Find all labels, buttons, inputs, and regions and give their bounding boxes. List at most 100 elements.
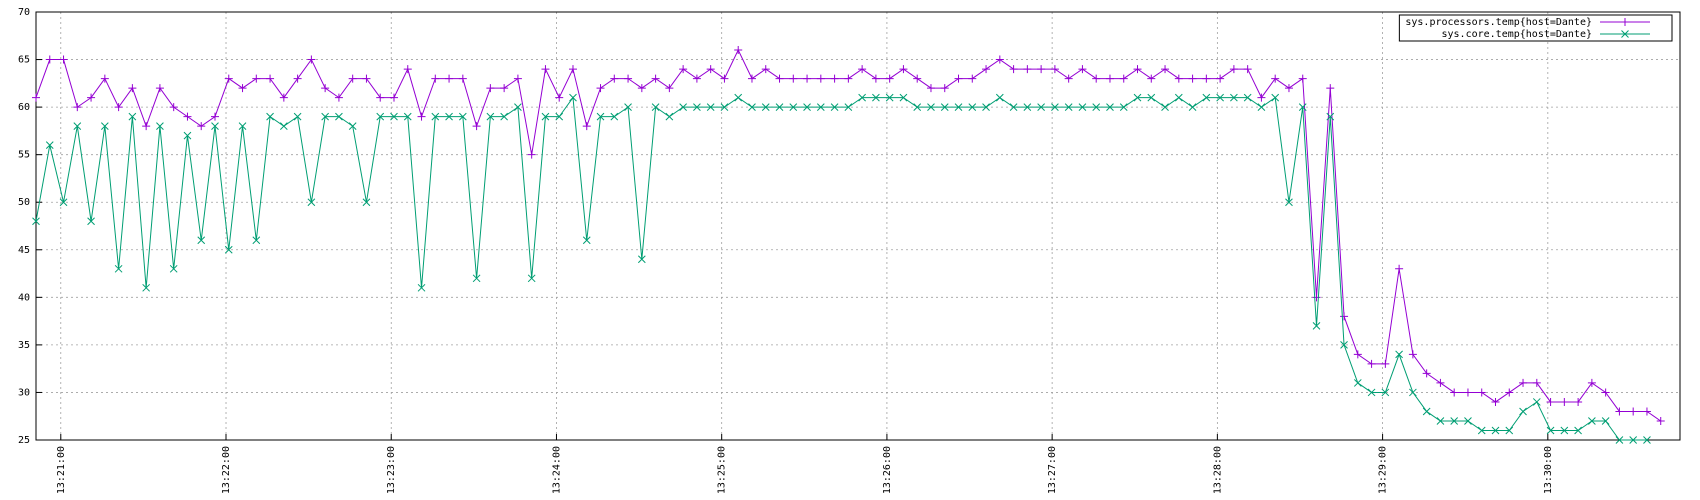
- point-marker: [211, 122, 219, 130]
- point-marker: [403, 112, 412, 121]
- point-marker: [59, 198, 68, 207]
- legend-box: [1398, 14, 1673, 42]
- point-marker: [1243, 93, 1252, 102]
- point-marker: [1326, 84, 1335, 93]
- legend-label: sys.processors.temp{host=Dante}: [1405, 17, 1592, 28]
- point-marker: [803, 103, 811, 111]
- point-marker: [1078, 65, 1087, 74]
- point-marker: [1353, 379, 1362, 387]
- point-marker: [1174, 74, 1183, 83]
- point-marker: [1147, 74, 1156, 83]
- point-marker: [1202, 74, 1211, 83]
- point-marker: [1642, 407, 1651, 416]
- point-marker: [1477, 426, 1486, 435]
- point-marker: [720, 74, 729, 83]
- point-marker: [486, 112, 495, 121]
- point-marker: [1230, 93, 1238, 102]
- point-marker: [610, 74, 619, 83]
- point-marker: [87, 93, 96, 102]
- point-marker: [982, 65, 991, 74]
- point-marker: [1037, 103, 1045, 111]
- point-marker: [500, 112, 508, 121]
- point-marker: [458, 74, 467, 83]
- point-marker: [142, 283, 151, 292]
- point-marker: [445, 112, 453, 121]
- point-marker: [830, 103, 839, 111]
- point-marker: [472, 122, 481, 131]
- point-marker: [266, 112, 274, 121]
- point-marker: [1312, 322, 1321, 330]
- point-marker: [1491, 397, 1500, 406]
- point-marker: [734, 93, 743, 102]
- point-marker: [1340, 312, 1349, 321]
- point-marker: [1051, 103, 1059, 111]
- point-marker: [706, 103, 715, 111]
- point-marker: [527, 274, 536, 283]
- point-marker: [1106, 103, 1114, 111]
- point-marker: [1298, 74, 1307, 83]
- point-marker: [1243, 65, 1252, 74]
- point-marker: [348, 74, 357, 83]
- point-marker: [858, 65, 867, 74]
- point-marker: [1519, 407, 1527, 416]
- x-tick-label: 13:25:00: [717, 446, 728, 494]
- point-marker: [734, 46, 743, 55]
- x-tick-label: 13:22:00: [221, 446, 232, 494]
- point-marker: [1367, 388, 1376, 397]
- point-marker: [1229, 65, 1238, 74]
- point-marker: [982, 103, 990, 111]
- point-marker: [1092, 74, 1101, 83]
- point-marker: [1174, 93, 1183, 102]
- point-marker: [321, 112, 329, 121]
- y-tick-label: 40: [18, 292, 30, 303]
- point-marker: [472, 274, 481, 283]
- point-marker: [940, 84, 949, 93]
- point-marker: [1621, 18, 1629, 26]
- point-marker: [816, 103, 825, 111]
- point-marker: [747, 74, 756, 83]
- point-marker: [968, 103, 977, 111]
- y-tick-label: 30: [18, 387, 30, 398]
- y-tick-label: 55: [18, 150, 30, 161]
- point-marker: [279, 93, 288, 102]
- point-marker: [1092, 103, 1101, 111]
- point-marker: [183, 131, 192, 140]
- point-marker: [376, 93, 385, 102]
- point-marker: [445, 74, 454, 83]
- point-marker: [1560, 397, 1569, 406]
- point-marker: [1326, 112, 1335, 121]
- point-marker: [954, 103, 963, 111]
- point-marker: [1463, 388, 1472, 397]
- y-tick-label: 60: [18, 102, 30, 113]
- point-marker: [624, 74, 633, 83]
- point-marker: [761, 65, 770, 74]
- point-marker: [995, 93, 1004, 102]
- point-marker: [403, 65, 412, 74]
- point-marker: [927, 103, 935, 111]
- point-marker: [513, 74, 522, 83]
- point-marker: [335, 112, 343, 121]
- point-marker: [32, 217, 40, 226]
- point-marker: [1050, 65, 1059, 74]
- x-tick-label: 13:26:00: [882, 446, 893, 494]
- point-marker: [858, 93, 866, 102]
- x-tick-label: 13:27:00: [1047, 446, 1058, 494]
- point-marker: [431, 74, 440, 83]
- point-marker: [1601, 417, 1610, 425]
- point-marker: [1188, 103, 1197, 111]
- point-marker: [926, 84, 935, 93]
- point-marker: [252, 74, 261, 83]
- point-marker: [1064, 74, 1073, 83]
- point-marker: [1133, 65, 1142, 74]
- point-marker: [1009, 65, 1018, 74]
- point-marker: [1477, 388, 1486, 397]
- point-marker: [665, 112, 674, 121]
- y-tick-label: 45: [18, 245, 30, 256]
- point-marker: [541, 65, 550, 74]
- point-marker: [885, 93, 894, 102]
- point-marker: [252, 236, 261, 245]
- point-marker: [417, 283, 426, 292]
- point-marker: [210, 112, 219, 121]
- point-marker: [582, 236, 591, 245]
